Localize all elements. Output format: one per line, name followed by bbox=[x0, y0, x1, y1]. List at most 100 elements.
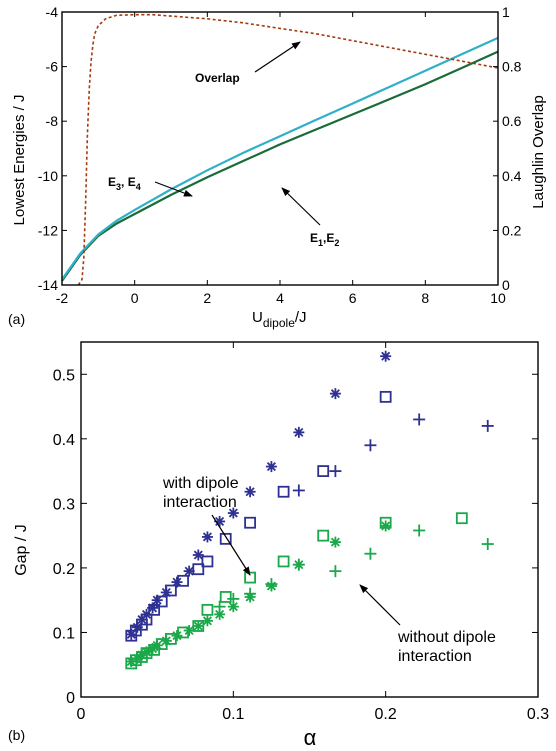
energy-curve-3 bbox=[61, 36, 499, 281]
panel-b-series bbox=[125, 350, 494, 670]
annotation-with-dipole-line2: interaction bbox=[163, 494, 237, 511]
square-point bbox=[379, 516, 392, 529]
annotation-e1-e2-mid: ,E bbox=[323, 231, 334, 245]
square-point bbox=[192, 563, 205, 576]
panel-b-xlabel: α bbox=[304, 725, 317, 750]
y-tick-label: 0 bbox=[66, 690, 75, 707]
square-point bbox=[140, 647, 153, 660]
y-tick-label: -6 bbox=[46, 59, 59, 75]
x-tick-label: 0.1 bbox=[222, 706, 244, 723]
x-tick-label: 4 bbox=[276, 290, 284, 306]
square-point bbox=[201, 555, 214, 568]
asterisk-point bbox=[329, 388, 341, 400]
square-point bbox=[317, 529, 330, 542]
panel-b-x-ticks: 0 0.1 0.2 0.3 bbox=[77, 342, 549, 723]
asterisk-point bbox=[329, 536, 341, 548]
square-point bbox=[177, 574, 189, 587]
square-point bbox=[244, 516, 256, 529]
plus-point bbox=[364, 439, 377, 452]
square-point bbox=[148, 603, 161, 616]
plus-point bbox=[364, 547, 377, 560]
asterisk-point bbox=[171, 630, 183, 642]
y2-tick-label: 1 bbox=[502, 4, 510, 20]
x-tick-label: -2 bbox=[56, 290, 69, 306]
panel-a-x-ticks: -2 0 2 4 6 8 10 bbox=[56, 12, 506, 306]
square-point bbox=[201, 603, 214, 616]
y-tick-label: -12 bbox=[38, 222, 58, 238]
panel-a-xlabel-tail: /J bbox=[295, 309, 307, 326]
panel-a-axes-frame bbox=[61, 11, 499, 286]
panel-a-label: (a) bbox=[8, 311, 25, 327]
asterisk-point bbox=[244, 486, 256, 498]
annotation-e1-e2: E1,E2 bbox=[310, 231, 339, 248]
annotation-without-dipole-line1: without dipole bbox=[397, 629, 496, 646]
arrow-with-dipole bbox=[211, 514, 251, 576]
x-tick-label: 0 bbox=[77, 706, 86, 723]
square-point bbox=[129, 654, 142, 667]
y-tick-label: 0.5 bbox=[53, 367, 75, 384]
y2-tick-label: 0.4 bbox=[502, 168, 522, 184]
arrow-e1-e2 bbox=[281, 187, 321, 226]
square-point bbox=[219, 532, 232, 545]
plus-point bbox=[292, 484, 305, 497]
panel-b-y-ticks: 0 0.1 0.2 0.3 0.4 0.5 bbox=[53, 367, 538, 707]
square-point bbox=[140, 613, 153, 626]
plus-point bbox=[481, 419, 494, 432]
plus-point bbox=[413, 524, 426, 537]
square-point bbox=[155, 595, 168, 608]
y-tick-label: 0.3 bbox=[53, 496, 75, 513]
panel-a-y2-ticks: 0 0.2 0.4 0.6 0.8 1 bbox=[493, 4, 522, 293]
plus-point bbox=[329, 465, 342, 478]
annotation-e3-e4-main: E bbox=[108, 175, 116, 189]
plus-point bbox=[227, 592, 240, 605]
annotation-without-dipole-line2: interaction bbox=[398, 648, 472, 665]
asterisk-point bbox=[201, 615, 213, 627]
panel-a: -2 0 2 4 6 8 10 -14 -12 -10 -8 -6 -4 0 0.2 0.4 0.6 0.8 1… bbox=[8, 4, 547, 330]
annotation-overlap: Overlap bbox=[195, 71, 240, 85]
panel-b: 0 0.1 0.2 0.3 0 0.1 0.2 0.3 0.4 0.5 Gap / J α (b… bbox=[8, 341, 549, 750]
square-point bbox=[317, 465, 330, 477]
arrow-without-dipole bbox=[359, 584, 401, 626]
y-tick-label: -10 bbox=[38, 168, 58, 184]
annotation-e3-e4-sub2: 4 bbox=[136, 182, 141, 192]
asterisk-point bbox=[214, 608, 226, 620]
x-tick-label: 0.3 bbox=[527, 706, 549, 723]
square-point bbox=[219, 591, 232, 603]
y2-tick-label: 0 bbox=[502, 277, 510, 293]
asterisk-point bbox=[227, 507, 239, 519]
y-tick-label: 0.2 bbox=[53, 561, 75, 578]
x-tick-label: 2 bbox=[203, 290, 211, 306]
panel-a-y2label: Laughlin Overlap bbox=[530, 95, 547, 208]
annotation-e1-e2-main: E bbox=[310, 231, 318, 245]
x-tick-label: 6 bbox=[349, 290, 357, 306]
panel-b-label: (b) bbox=[8, 727, 25, 743]
x-tick-label: 10 bbox=[490, 290, 506, 306]
asterisk-point bbox=[380, 520, 392, 532]
arrow-e3-e4 bbox=[154, 181, 193, 197]
asterisk-point bbox=[265, 461, 277, 473]
energy-curve-1 bbox=[61, 50, 499, 282]
arrow-overlap bbox=[254, 41, 301, 73]
plus-point bbox=[292, 558, 305, 571]
x-tick-label: 8 bbox=[421, 290, 429, 306]
plus-point bbox=[213, 600, 226, 613]
y-tick-label: -14 bbox=[38, 277, 58, 293]
y-tick-label: -8 bbox=[46, 113, 59, 129]
panel-a-xlabel-sub: dipole bbox=[263, 316, 295, 330]
panel-a-ylabel: Lowest Energies / J bbox=[11, 95, 28, 226]
panel-a-y-ticks: -14 -12 -10 -8 -6 -4 bbox=[38, 4, 67, 293]
asterisk-point bbox=[293, 426, 305, 438]
plus-point bbox=[265, 578, 278, 591]
x-tick-label: 0 bbox=[131, 290, 139, 306]
square-point bbox=[192, 620, 205, 632]
asterisk-point bbox=[192, 620, 204, 632]
plus-point bbox=[413, 413, 426, 426]
square-point bbox=[277, 485, 290, 498]
panel-a-xlabel-main: U bbox=[252, 309, 263, 326]
plus-point bbox=[481, 538, 494, 551]
y-tick-label: 0.1 bbox=[53, 625, 75, 642]
y2-tick-label: 0.6 bbox=[502, 113, 522, 129]
annotation-e1-e2-sub2: 2 bbox=[334, 238, 339, 248]
panel-a-xlabel: Udipole/J bbox=[252, 309, 307, 330]
